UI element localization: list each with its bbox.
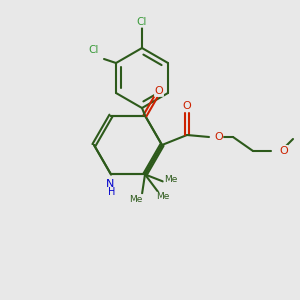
Text: Cl: Cl (89, 45, 99, 55)
Text: O: O (154, 86, 164, 96)
Text: Me: Me (130, 195, 143, 204)
Text: H: H (108, 188, 116, 197)
Text: N: N (106, 179, 114, 189)
Text: Me: Me (156, 192, 170, 201)
Text: O: O (214, 131, 223, 142)
Text: O: O (183, 101, 191, 111)
Text: O: O (279, 146, 288, 155)
Text: Cl: Cl (137, 17, 147, 27)
Text: Me: Me (164, 175, 178, 184)
